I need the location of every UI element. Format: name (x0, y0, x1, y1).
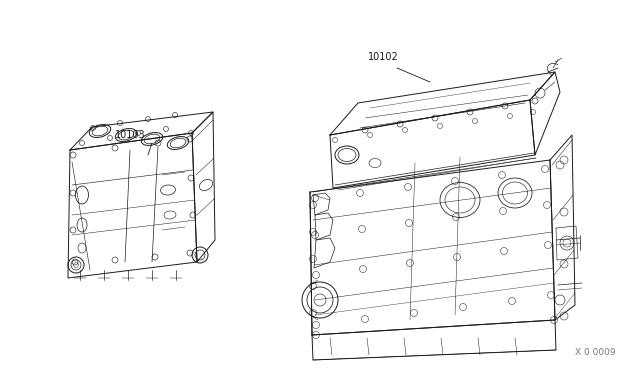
Text: 10102: 10102 (368, 52, 399, 62)
Text: X 0 0009: X 0 0009 (575, 348, 616, 357)
Text: 10103: 10103 (115, 130, 146, 140)
